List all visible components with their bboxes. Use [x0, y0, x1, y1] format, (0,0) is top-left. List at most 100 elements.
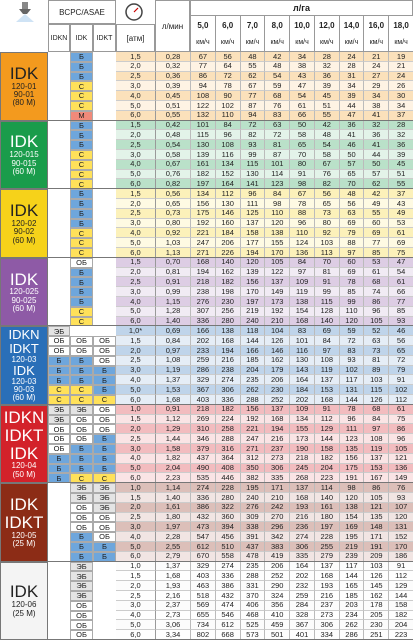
rate-value: 356 — [264, 600, 290, 611]
spray-class: ОБ — [70, 424, 93, 435]
rate-value: 38 — [289, 61, 314, 72]
group-label: (60 M) — [12, 235, 36, 245]
header-class: IDKT — [93, 24, 116, 52]
rate-value: 115 — [190, 130, 215, 141]
rate-value: 276 — [190, 297, 215, 307]
spray-class: ОБ — [93, 336, 116, 346]
rate-value: 490 — [190, 463, 215, 474]
rate-value: 237 — [313, 600, 339, 611]
group-label: IDK — [9, 63, 39, 83]
rate-value: 39 — [313, 81, 339, 92]
spray-class: Б — [70, 189, 93, 199]
rate-value: 70 — [289, 150, 314, 160]
spray-class: С — [70, 238, 93, 248]
group-label: (60 M) — [12, 167, 36, 176]
spray-class: Б — [93, 375, 116, 386]
pressure: 1,0 — [116, 483, 155, 493]
pressure: 1,5 — [116, 52, 155, 62]
rate-value: 195 — [338, 532, 364, 542]
pressure: 2,5 — [116, 140, 155, 150]
group-label: 120-02 — [11, 218, 37, 228]
rate-value: 120 — [264, 218, 290, 229]
rate-value: 168 — [214, 336, 240, 346]
rate-value: 162 — [264, 355, 290, 366]
rate-value: 109 — [289, 404, 314, 415]
rate-value: 103 — [363, 375, 389, 386]
pressure: 2,0 — [116, 130, 155, 141]
speed-value: 12,0 — [313, 16, 339, 34]
rate-value: 56 — [388, 336, 413, 346]
rate-value: 96 — [289, 218, 314, 229]
spray-class: ЭБ — [48, 414, 70, 425]
rate-value: 232 — [289, 581, 314, 591]
flow: 0,36 — [155, 71, 190, 82]
rate-value: 82 — [239, 130, 265, 141]
pressure: 5,0 — [116, 464, 155, 474]
rate-value: 406 — [239, 600, 265, 611]
rate-value: 237 — [264, 444, 290, 454]
spray-class: ОБ — [70, 346, 93, 356]
rate-value: 156 — [190, 199, 215, 209]
rate-value: 34 — [289, 52, 314, 62]
spray-class: С — [70, 101, 93, 111]
rate-value: 473 — [190, 522, 215, 533]
rate-value: 93 — [388, 493, 413, 503]
rate-value: 83 — [289, 326, 314, 337]
rate-value: 131 — [388, 522, 413, 533]
rate-value: 240 — [239, 493, 265, 503]
rate-value: 152 — [388, 532, 413, 542]
speed-unit: км/ч — [388, 34, 413, 52]
rate-value: 108 — [214, 140, 240, 150]
rate-value: 230 — [214, 297, 240, 307]
group-block: IDKN IDKT 120-03 IDK 120-03 90-03 (60 M) — [0, 326, 48, 405]
group-label: 120-04 — [11, 461, 37, 471]
rate-value: 386 — [190, 502, 215, 513]
rate-value: 96 — [338, 414, 364, 425]
spray-class: Б — [48, 365, 70, 376]
rate-value: 54 — [289, 91, 314, 101]
spray-class: Б — [70, 199, 93, 209]
rate-value: 274 — [289, 532, 314, 542]
spray-class: ОБ — [93, 522, 116, 533]
pressure: 2,5 — [116, 513, 155, 523]
pressure: 4,0 — [116, 375, 155, 386]
rate-value: 93 — [239, 140, 265, 150]
rate-value: 364 — [214, 453, 240, 464]
rate-value: 49 — [388, 208, 413, 219]
spray-class: Б — [70, 542, 93, 552]
rate-value: 270 — [264, 512, 290, 523]
rate-value: 111 — [239, 199, 265, 209]
rate-value: 63 — [264, 120, 290, 131]
group-label: IDK — [9, 269, 39, 289]
rate-value: 53 — [363, 257, 389, 268]
rate-value: 21 — [388, 61, 413, 72]
rate-value: 110 — [264, 208, 290, 219]
rate-value: 114 — [313, 483, 339, 493]
rate-value: 47 — [388, 257, 413, 268]
rate-value: 138 — [264, 228, 290, 239]
rate-value: 171 — [363, 532, 389, 542]
spray-class: С — [70, 385, 93, 395]
rate-value: 202 — [190, 336, 215, 346]
spray-class: Б — [70, 71, 93, 82]
rate-value: 86 — [190, 71, 215, 82]
rate-value: 198 — [214, 287, 240, 297]
spray-class: ОБ — [93, 424, 116, 435]
speed-value: 5,0 — [190, 16, 215, 34]
rate-value: 312 — [239, 453, 265, 464]
rate-value: 50 — [338, 150, 364, 160]
rate-value: 309 — [239, 512, 265, 523]
rate-value: 224 — [214, 414, 240, 425]
rate-value: 44 — [338, 101, 364, 111]
speed-unit: км/ч — [214, 34, 240, 52]
rate-value: 114 — [264, 169, 290, 180]
rate-value: 370 — [239, 591, 265, 601]
rate-value: 143 — [289, 365, 314, 376]
rate-value: 81 — [264, 140, 290, 150]
flow: 1,14 — [155, 483, 190, 493]
group-label: IDK — [9, 443, 39, 463]
spray-class: ОБ — [70, 620, 93, 631]
rate-value: 463 — [190, 581, 215, 591]
rate-value: 97 — [289, 267, 314, 278]
